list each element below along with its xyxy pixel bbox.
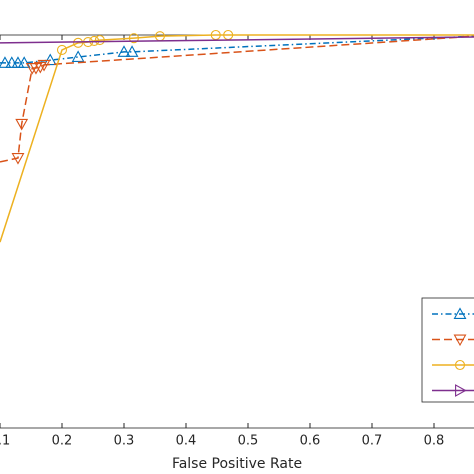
marker [11, 153, 25, 165]
x-tick-label: 0.4 [176, 434, 197, 449]
marker [454, 359, 466, 371]
x-tick-label: 0.5 [238, 434, 259, 449]
series-line [0, 36, 474, 44]
x-tick-label: 0.1 [0, 434, 10, 449]
marker [94, 35, 105, 46]
marker [71, 50, 85, 62]
marker [17, 56, 31, 68]
legend [421, 297, 474, 403]
series-line [0, 34, 474, 243]
x-tick-label: 0.3 [114, 434, 135, 449]
marker [117, 45, 131, 57]
marker [11, 56, 25, 68]
marker [15, 118, 29, 131]
series-line [0, 35, 474, 163]
marker [453, 334, 467, 347]
marker [33, 61, 47, 74]
x-tick-label: 0.8 [424, 434, 445, 449]
marker [0, 56, 12, 68]
x-tick-label: 0.6 [300, 434, 321, 449]
marker [5, 56, 19, 68]
marker [455, 384, 467, 397]
series-line [0, 35, 474, 64]
marker [43, 53, 57, 66]
x-tick-label: 0.7 [362, 434, 383, 449]
marker [453, 307, 467, 319]
marker [73, 37, 84, 48]
plot-frame [0, 34, 474, 429]
marker [125, 45, 139, 57]
legend-box [421, 297, 474, 403]
marker [128, 33, 139, 44]
x-axis-label: False Positive Rate [172, 456, 302, 472]
marker [56, 44, 68, 55]
marker [37, 59, 51, 72]
x-tick-label: 0.2 [52, 434, 73, 449]
